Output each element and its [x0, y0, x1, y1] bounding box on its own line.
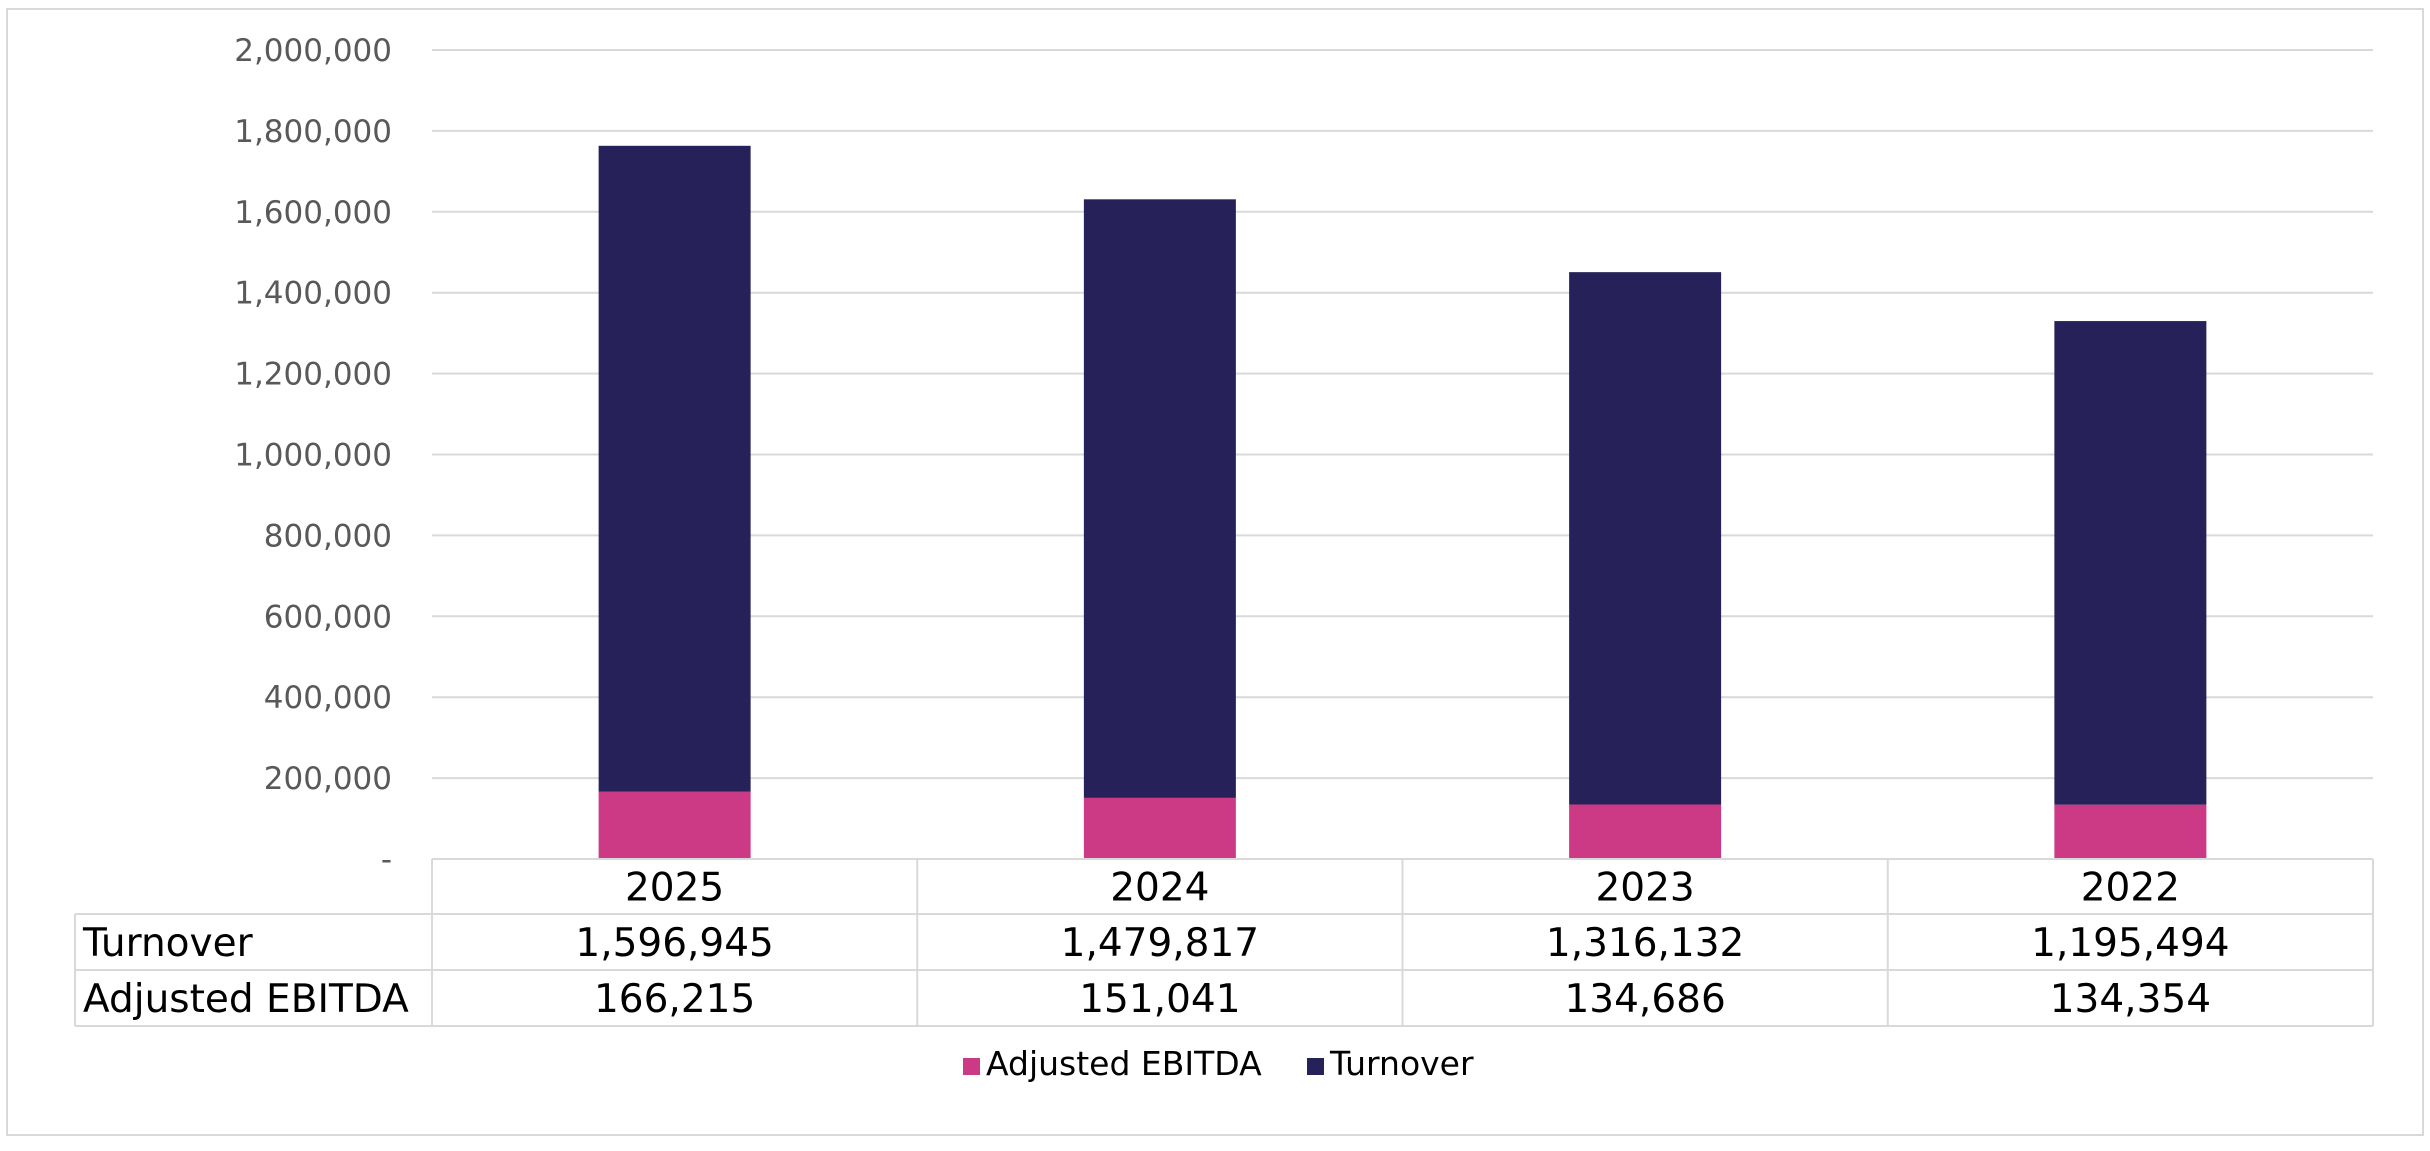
table-cell-turnover-2022: 1,195,494: [2031, 921, 2230, 966]
y-tick-label-5: 1,000,000: [234, 438, 392, 474]
y-tick-label-9: 1,800,000: [234, 114, 392, 150]
category-label-2025: 2025: [625, 866, 724, 911]
bar-adjusted-ebitda-2024: [1083, 797, 1236, 859]
table-cell-adjusted-ebitda-2023: 134,686: [1564, 977, 1725, 1022]
category-label-2023: 2023: [1595, 866, 1694, 911]
table-cell-adjusted-ebitda-2022: 134,354: [2050, 977, 2211, 1022]
bar-turnover-2023: [1569, 272, 1722, 805]
table-cell-turnover-2025: 1,596,945: [575, 921, 774, 966]
table-cell-adjusted-ebitda-2025: 166,215: [594, 977, 755, 1022]
y-tick-label-6: 1,200,000: [234, 357, 392, 393]
y-tick-label-2: 400,000: [264, 680, 392, 716]
y-tick-label-4: 800,000: [264, 518, 392, 554]
bar-turnover-2022: [2054, 321, 2207, 805]
bar-turnover-2024: [1083, 199, 1236, 798]
table-row-label-turnover: Turnover: [82, 921, 254, 966]
bar-adjusted-ebitda-2023: [1569, 804, 1722, 859]
y-tick-label-0: -: [381, 842, 392, 878]
y-tick-label-1: 200,000: [264, 761, 392, 797]
y-tick-label-8: 1,600,000: [234, 195, 392, 231]
y-tick-label-3: 600,000: [264, 599, 392, 635]
bar-adjusted-ebitda-2022: [2054, 804, 2207, 859]
category-label-2024: 2024: [1110, 866, 1209, 911]
bar-turnover-2025: [598, 145, 751, 792]
category-label-2022: 2022: [2081, 866, 2180, 911]
y-axis-tick-labels: - 200,000 400,000 600,000 800,000 1,000,000 1,…: [234, 33, 392, 878]
legend-swatch-turnover: [1307, 1058, 1324, 1075]
table-cell-turnover-2024: 1,479,817: [1061, 921, 1260, 966]
y-tick-label-10: 2,000,000: [234, 33, 392, 69]
table-row-label-adjusted-ebitda: Adjusted EBITDA: [83, 977, 409, 1022]
gridlines: [432, 49, 2373, 780]
legend: Adjusted EBITDA Turnover: [963, 1044, 1474, 1083]
legend-swatch-adjusted-ebitda: [963, 1058, 980, 1075]
legend-label-turnover: Turnover: [1329, 1044, 1474, 1083]
legend-label-adjusted-ebitda: Adjusted EBITDA: [986, 1044, 1262, 1083]
bar-adjusted-ebitda-2025: [598, 791, 751, 859]
table-cell-turnover-2023: 1,316,132: [1546, 921, 1745, 966]
data-table: 2025 2024 2023 2022 Turnover 1,596,945 1,479,8…: [74, 858, 2374, 1027]
table-cell-adjusted-ebitda-2024: 151,041: [1079, 977, 1240, 1022]
bars: [598, 145, 2207, 859]
y-tick-label-7: 1,400,000: [234, 276, 392, 312]
